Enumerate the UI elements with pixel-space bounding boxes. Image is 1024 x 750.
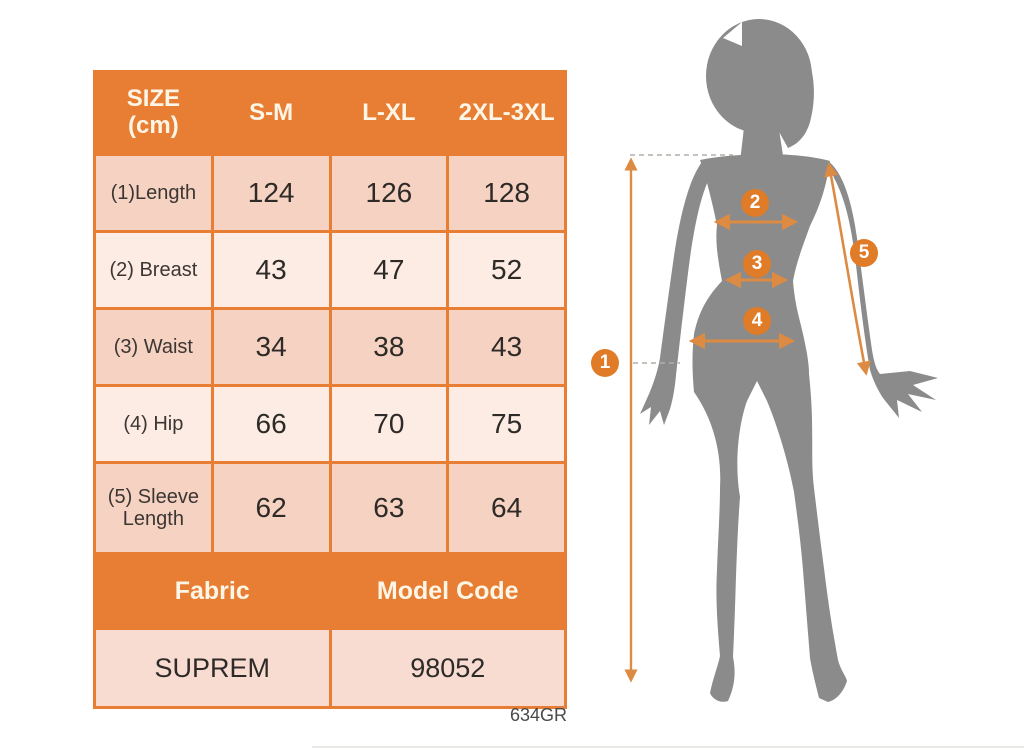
marker-2-breast: 2	[741, 189, 769, 217]
silhouette-left-arm	[640, 162, 708, 425]
hip-sm: 66	[213, 387, 329, 461]
female-silhouette	[640, 19, 938, 702]
silhouette-right-arm	[828, 161, 938, 418]
breast-lxl: 47	[331, 233, 447, 307]
row-label-waist: (3) Waist	[96, 310, 211, 384]
marker-4-hip: 4	[743, 307, 771, 335]
column-header-lxl: L-XL	[331, 73, 447, 153]
hip-2xl3xl: 75	[449, 387, 564, 461]
fabric-header: Fabric	[96, 555, 329, 627]
waist-2xl3xl: 43	[449, 310, 564, 384]
silhouette-neck	[740, 110, 784, 162]
row-label-sleeve-length: (5) Sleeve Length	[96, 464, 211, 552]
length-sm: 124	[213, 156, 329, 230]
column-header-sm: S-M	[213, 73, 329, 153]
sleeve-2xl3xl: 64	[449, 464, 564, 552]
size-header-line2: (cm)	[128, 112, 179, 139]
size-header-cell: SIZE (cm)	[96, 73, 211, 153]
bottom-edge-artifact	[312, 746, 1024, 748]
silhouette-hair	[778, 40, 814, 148]
breast-sm: 43	[213, 233, 329, 307]
marker-1-length: 1	[591, 349, 619, 377]
marker-3-waist: 3	[743, 250, 771, 278]
hip-lxl: 70	[331, 387, 447, 461]
sleeve-arrow	[824, 162, 871, 376]
sleeve-lxl: 63	[331, 464, 447, 552]
product-code-footnote: 634GR	[509, 705, 567, 725]
size-chart-table: SIZE (cm) S-M L-XL 2XL-3XL (1)Length 124…	[93, 70, 567, 709]
sleeve-sm: 62	[213, 464, 329, 552]
measurement-figure	[624, 19, 938, 702]
waist-lxl: 38	[331, 310, 447, 384]
waist-sm: 34	[213, 310, 329, 384]
model-code-header: Model Code	[331, 555, 564, 627]
hair-notch	[723, 22, 742, 46]
row-label-length: (1)Length	[96, 156, 211, 230]
length-2xl3xl: 128	[449, 156, 564, 230]
breast-2xl3xl: 52	[449, 233, 564, 307]
column-header-2xl3xl: 2XL-3XL	[449, 73, 564, 153]
silhouette-head	[706, 19, 812, 133]
marker-5-sleeve: 5	[850, 239, 878, 267]
silhouette-body	[692, 154, 847, 702]
fabric-value: SUPREM	[96, 630, 329, 706]
model-code-value: 98052	[331, 630, 564, 706]
row-label-breast: (2) Breast	[96, 233, 211, 307]
row-label-hip: (4) Hip	[96, 387, 211, 461]
length-lxl: 126	[331, 156, 447, 230]
size-header-line1: SIZE	[126, 85, 181, 113]
